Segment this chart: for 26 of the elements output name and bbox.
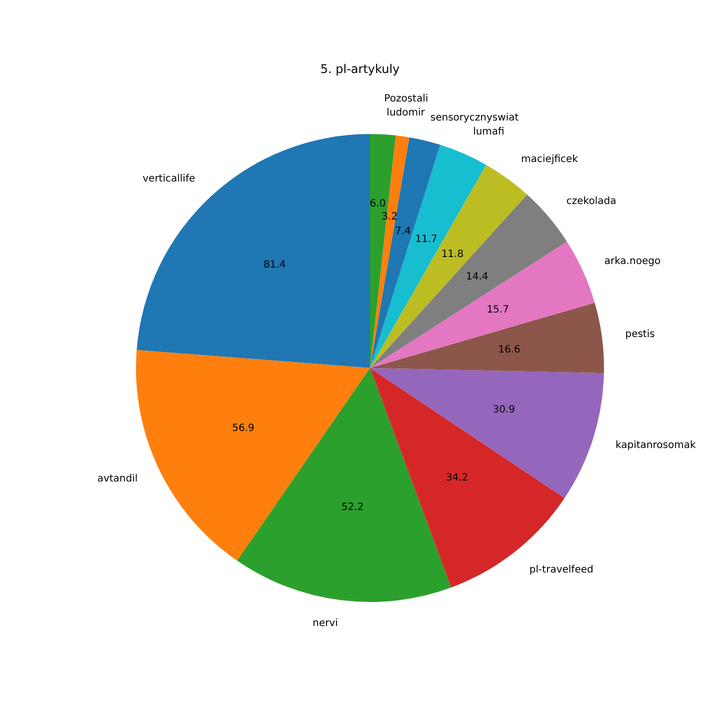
slice-label: kapitanrosomak xyxy=(615,440,696,451)
slice-label: arka.noego xyxy=(604,256,661,267)
slice-label: avtandil xyxy=(97,473,138,484)
data-label: 30.9 xyxy=(492,404,516,416)
slice-label: maciejficek xyxy=(521,154,578,166)
slice-label: czekolada xyxy=(566,196,616,208)
data-label: 7.4 xyxy=(394,226,411,238)
data-label: 56.9 xyxy=(232,422,254,434)
data-label: 15.7 xyxy=(486,304,509,316)
data-label: 11.7 xyxy=(415,234,438,245)
slice-label: verticallife xyxy=(142,174,196,185)
slice-label: Pozostali xyxy=(384,93,428,104)
slice-label: ludomir xyxy=(386,108,426,119)
data-label: 6.0 xyxy=(370,198,386,210)
data-label: 11.8 xyxy=(441,248,464,260)
slice-label: lumafi xyxy=(473,126,504,138)
data-label: 81.4 xyxy=(263,259,286,270)
data-label: 14.4 xyxy=(466,272,488,283)
slice-label: pl-travelfeed xyxy=(529,564,594,576)
chart-title: 5. pl-artykuly xyxy=(320,62,400,76)
slice-label: sensorycznyswiat xyxy=(430,112,519,124)
data-label: 16.6 xyxy=(498,344,520,356)
slice-label: nervi xyxy=(312,618,338,629)
slice-label: pestis xyxy=(625,329,655,340)
data-label: 34.2 xyxy=(446,472,468,484)
data-label: 52.2 xyxy=(341,502,364,513)
